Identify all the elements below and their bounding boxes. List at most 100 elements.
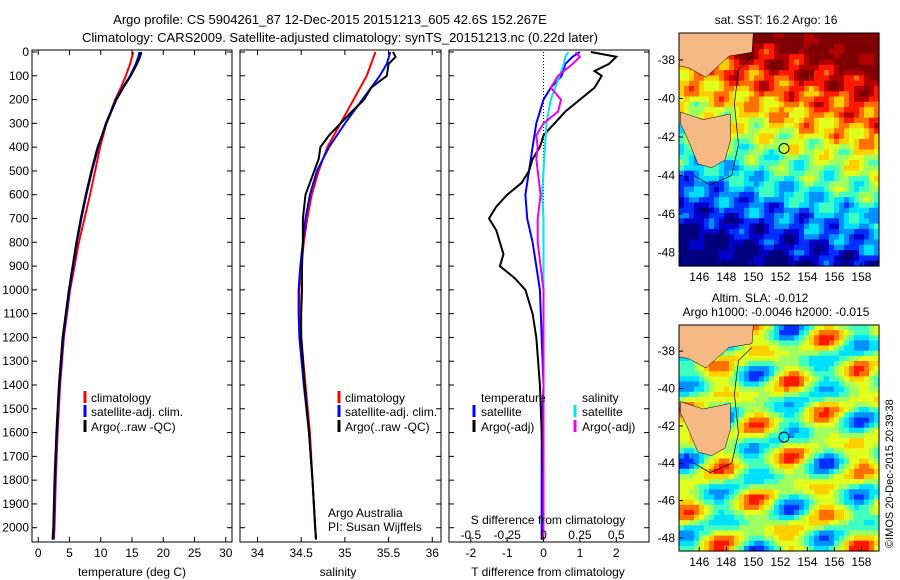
map-cell bbox=[769, 535, 775, 542]
map-cell bbox=[809, 64, 815, 71]
map-cell bbox=[864, 165, 870, 172]
map-cell bbox=[854, 48, 860, 55]
map-cell bbox=[829, 494, 835, 501]
map-cell bbox=[699, 474, 705, 480]
map-cell bbox=[839, 453, 845, 460]
map-cell bbox=[749, 545, 755, 552]
map-cell bbox=[854, 525, 860, 531]
map-cell bbox=[689, 489, 695, 496]
map-cell bbox=[849, 535, 855, 542]
map-cell bbox=[819, 218, 825, 225]
map-cell bbox=[749, 494, 755, 501]
map-cell bbox=[864, 186, 870, 193]
map-cell bbox=[804, 207, 810, 214]
map-cell bbox=[799, 186, 805, 193]
map-cell bbox=[819, 499, 825, 506]
map-cell bbox=[734, 250, 740, 256]
map-cell bbox=[839, 165, 845, 172]
map-cell bbox=[704, 207, 710, 214]
map-cell bbox=[739, 402, 745, 408]
map-cell bbox=[799, 545, 805, 552]
map-cell bbox=[734, 448, 740, 454]
map-cell bbox=[689, 509, 695, 516]
map-cell bbox=[739, 86, 745, 92]
map-cell bbox=[829, 117, 835, 124]
map-cell bbox=[759, 468, 765, 475]
map-cell bbox=[774, 453, 780, 460]
map-cell bbox=[719, 218, 725, 225]
map-cell bbox=[874, 381, 880, 388]
map-cell bbox=[874, 504, 880, 511]
map-cell bbox=[824, 484, 830, 490]
map-cell bbox=[684, 218, 690, 225]
map-cell bbox=[729, 128, 735, 135]
map-cell bbox=[769, 484, 775, 490]
map-cell bbox=[849, 499, 855, 506]
map-cell bbox=[714, 70, 720, 76]
map-cell bbox=[774, 463, 780, 470]
map-cell bbox=[699, 468, 705, 475]
map-cell bbox=[714, 525, 720, 531]
map-cell bbox=[799, 43, 805, 50]
map-cell bbox=[719, 112, 725, 119]
map-cell bbox=[734, 260, 740, 267]
map-cell bbox=[734, 112, 740, 119]
map-cell bbox=[754, 260, 760, 267]
map-cell bbox=[769, 448, 775, 454]
map-cell bbox=[739, 117, 745, 124]
map-cell bbox=[684, 391, 690, 398]
map-cell bbox=[874, 376, 880, 383]
map-cell bbox=[794, 432, 800, 439]
map-cell bbox=[784, 160, 790, 166]
title-line-1: Argo profile: CS 5904261_87 12-Dec-2015 … bbox=[113, 12, 547, 27]
map-cell bbox=[779, 154, 785, 161]
map-cell bbox=[864, 432, 870, 439]
map-cell bbox=[784, 43, 790, 50]
map-cell bbox=[754, 75, 760, 82]
map-cell bbox=[739, 509, 745, 516]
map-cell bbox=[694, 112, 700, 119]
map-cell bbox=[749, 427, 755, 434]
map-cell bbox=[814, 91, 820, 98]
map-cell bbox=[734, 144, 740, 151]
map-cell bbox=[709, 213, 715, 219]
map-cell bbox=[794, 33, 800, 39]
map-cell bbox=[679, 186, 685, 193]
map-cell bbox=[844, 371, 850, 377]
map-cell bbox=[869, 355, 875, 362]
map-cell bbox=[764, 186, 770, 193]
map-cell bbox=[874, 515, 880, 521]
map-cell bbox=[874, 432, 880, 439]
map-cell bbox=[684, 545, 690, 552]
map-cell bbox=[809, 234, 815, 241]
map-cell bbox=[789, 144, 795, 151]
map-cell bbox=[864, 407, 870, 413]
map-cell bbox=[729, 407, 735, 413]
map-cell bbox=[849, 38, 855, 45]
map-cell bbox=[829, 355, 835, 362]
map-cell bbox=[804, 525, 810, 531]
map-cell bbox=[759, 107, 765, 113]
map-cell bbox=[794, 117, 800, 124]
map-cell bbox=[839, 422, 845, 429]
map-cell bbox=[754, 160, 760, 166]
map-cell bbox=[839, 484, 845, 490]
map-cell bbox=[794, 38, 800, 45]
map-cell bbox=[814, 101, 820, 108]
map-cell bbox=[784, 202, 790, 209]
map-cell bbox=[689, 96, 695, 103]
map-cell bbox=[719, 474, 725, 480]
map-cell bbox=[779, 494, 785, 501]
map-cell bbox=[764, 335, 770, 341]
map-cell bbox=[874, 325, 880, 331]
map-cell bbox=[704, 509, 710, 516]
map-cell bbox=[859, 160, 865, 166]
map-cell bbox=[799, 202, 805, 209]
map-cell bbox=[814, 417, 820, 424]
map-cell bbox=[789, 70, 795, 76]
map-cell bbox=[849, 112, 855, 119]
map-cell bbox=[809, 396, 815, 403]
map-cell bbox=[839, 123, 845, 129]
map-cell bbox=[779, 545, 785, 552]
map-cell bbox=[764, 448, 770, 454]
